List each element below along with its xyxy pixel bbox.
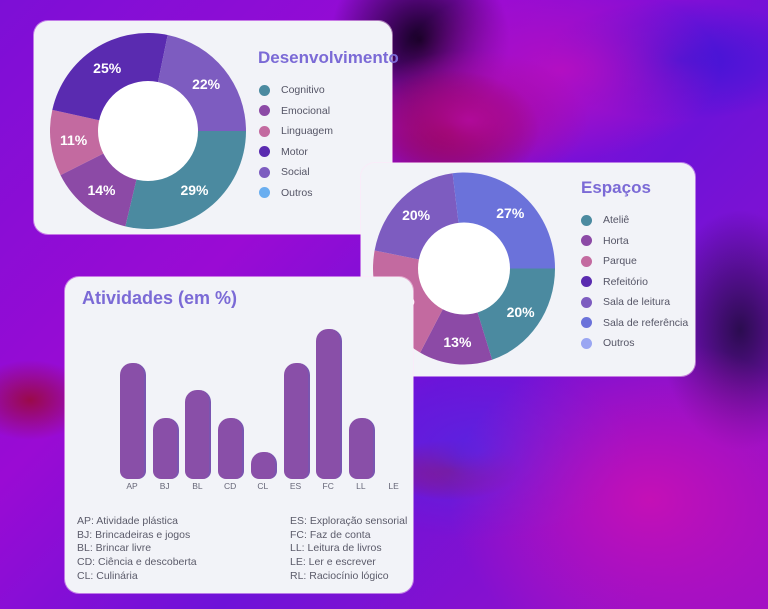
bar-fill xyxy=(120,363,146,479)
slice-percent-label: 25% xyxy=(93,60,122,77)
legend-item: Social xyxy=(259,162,333,183)
legend-item: Outros xyxy=(259,183,333,204)
legend-dot-icon xyxy=(581,317,592,329)
legend-dot-icon xyxy=(581,296,592,308)
bar-fill xyxy=(283,363,310,479)
atividades-title: Atividades (em %) xyxy=(82,288,238,308)
legend-label: Sala de referência xyxy=(603,316,689,329)
legend-item: Ateliê xyxy=(581,210,688,231)
bar-bj xyxy=(152,317,179,479)
abbreviation-legend-right: ES: Exploração sensorial FC: Faz de conta… xyxy=(290,515,407,583)
legend-label: Parque xyxy=(603,255,637,268)
bar-cl xyxy=(250,317,277,479)
legend-item: Refeitório xyxy=(581,272,688,293)
abbreviation-item: LL: Leitura de livros xyxy=(290,542,382,555)
bar-cd xyxy=(218,317,245,479)
legend-label: Refeitório xyxy=(603,275,648,288)
legend-label: Cognitivo xyxy=(281,84,325,97)
bar-category-label: BJ xyxy=(159,481,170,491)
legend-item: Sala de leitura xyxy=(581,292,688,313)
legend-label: Horta xyxy=(603,234,629,247)
espacos-donut-chart: 20%13%20%20%27% xyxy=(373,172,555,365)
abbreviation-item: FC: Faz de conta xyxy=(290,528,371,541)
legend-label: Outros xyxy=(281,186,313,199)
bar-category-label: AP xyxy=(126,481,138,491)
legend-dot-icon xyxy=(581,255,592,267)
legend-dot-icon xyxy=(259,146,270,158)
legend-item: Motor xyxy=(259,142,333,163)
bar-category-label: LL xyxy=(356,481,366,491)
bar-category-label: CD xyxy=(223,481,237,491)
atividades-card: Atividades (em %) AP: Atividade plástica… xyxy=(65,277,413,593)
legend-label: Social xyxy=(281,166,310,179)
atividades-bar-chart xyxy=(120,317,410,479)
legend-dot-icon xyxy=(581,276,592,288)
legend-dot-icon xyxy=(581,337,592,349)
legend-label: Motor xyxy=(281,145,308,158)
bar-ll xyxy=(348,317,375,479)
legend-dot-icon xyxy=(581,235,592,247)
slice-percent-label: 13% xyxy=(443,334,472,351)
abbreviation-item: CD: Ciência e descoberta xyxy=(77,556,197,569)
legend-label: Ateliê xyxy=(603,214,630,227)
slice-percent-label: 22% xyxy=(192,75,221,92)
legend-label: Linguagem xyxy=(281,125,333,138)
desenvolvimento-legend: Cognitivo Emocional Linguagem Motor Social Ou… xyxy=(259,80,333,203)
legend-label: Outros xyxy=(603,337,635,350)
slice-percent-label: 14% xyxy=(87,181,116,198)
bar-ap xyxy=(120,317,146,479)
legend-label: Sala de leitura xyxy=(603,296,671,309)
desenvolvimento-card: 29% 14% 11% 25% 22% Desenvolvimento Cognitiv… xyxy=(34,21,399,234)
abbreviation-item: AP: Atividade plástica xyxy=(77,515,178,527)
desenvolvimento-donut-chart: 29% 14% 11% 25% 22% xyxy=(50,33,246,229)
abbreviation-item: RL: Raciocínio lógico xyxy=(290,569,389,582)
bar-category-label: ES xyxy=(289,481,302,491)
legend-item: Emocional xyxy=(259,101,333,122)
legend-item: Linguagem xyxy=(259,121,333,142)
legend-dot-icon xyxy=(259,166,270,178)
legend-item: Parque xyxy=(581,251,688,272)
donut-slice xyxy=(420,268,493,365)
abbreviation-item: LE: Ler e escrever xyxy=(290,556,376,569)
bar-le xyxy=(382,317,408,479)
espacos-card: 20%13%20%20%27% Espaços AteliêHortaParqu… xyxy=(361,163,695,376)
bar-category-label: CL xyxy=(257,481,269,491)
abbreviation-legend-left: AP: Atividade plástica BJ: Brincadeiras e… xyxy=(77,515,197,583)
bar-category-label: LE xyxy=(388,481,399,491)
bar-fill xyxy=(250,451,277,479)
bar-fill xyxy=(348,417,375,479)
slice-percent-label: 20% xyxy=(506,303,535,320)
bar-es xyxy=(283,317,310,479)
slice-percent-label: 11% xyxy=(59,132,88,149)
legend-dot-icon xyxy=(259,125,270,137)
bar-fill xyxy=(316,329,343,479)
slice-percent-label: 29% xyxy=(180,181,209,198)
espacos-legend: Ateliê Horta Parque Refeitório Sala de leitu… xyxy=(581,210,688,354)
bar-category-label: BL xyxy=(192,481,203,491)
legend-dot-icon xyxy=(259,105,270,117)
bar-fill xyxy=(218,417,245,479)
bar-fc xyxy=(316,317,343,479)
legend-item: Sala de referência xyxy=(581,313,688,334)
legend-label: Emocional xyxy=(281,104,331,117)
bar-category-label: FC xyxy=(322,481,334,491)
slice-percent-label: 20% xyxy=(402,206,431,223)
espacos-title: Espaços xyxy=(581,178,651,197)
abbreviation-item: ES: Exploração sensorial xyxy=(290,515,408,527)
abbreviation-item: BL: Brincar livre xyxy=(77,542,152,555)
legend-item: Cognitivo xyxy=(259,80,333,101)
abbreviation-item: CL: Culinária xyxy=(77,569,138,582)
bar-fill xyxy=(152,417,179,479)
legend-item: Outros xyxy=(581,333,688,354)
abbreviation-item: BJ: Brincadeiras e jogos xyxy=(77,528,191,541)
legend-dot-icon xyxy=(581,214,592,226)
bar-fill xyxy=(185,390,212,479)
bar-bl xyxy=(185,317,212,479)
legend-item: Horta xyxy=(581,231,688,252)
legend-dot-icon xyxy=(259,84,270,96)
desenvolvimento-title: Desenvolvimento xyxy=(258,48,399,67)
slice-percent-label: 27% xyxy=(496,205,525,222)
legend-dot-icon xyxy=(259,187,270,199)
